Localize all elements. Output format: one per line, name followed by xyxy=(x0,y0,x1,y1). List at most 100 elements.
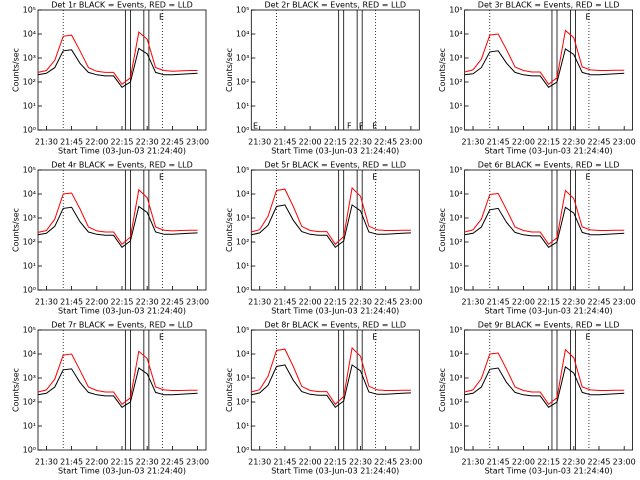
y-tick-label: 10³ xyxy=(449,214,462,223)
x-tick-label: 22:00 xyxy=(85,298,108,307)
series-line xyxy=(37,350,198,406)
y-tick-label: 10⁴ xyxy=(236,30,249,39)
y-tick-label: 10⁵ xyxy=(23,166,36,175)
y-axis-label: Counts/sec xyxy=(225,48,234,92)
x-tick-label: 21:30 xyxy=(248,138,271,147)
series-line xyxy=(37,205,198,249)
y-tick-label: 10⁴ xyxy=(449,350,462,359)
y-axis-label: Counts/sec xyxy=(12,48,21,92)
series-line xyxy=(464,29,625,86)
y-tick-label: 10⁰ xyxy=(23,446,36,455)
x-tick-label: 22:45 xyxy=(374,458,397,467)
y-tick-label: 10⁴ xyxy=(236,190,249,199)
y-tick-label: 10² xyxy=(23,238,36,247)
x-tick-label: 21:30 xyxy=(461,138,484,147)
x-tick-label: 22:45 xyxy=(161,138,184,147)
series-line xyxy=(37,188,198,246)
panel-title: Det 2r BLACK = Events, RED = LLD xyxy=(265,1,407,10)
x-tick-label: 21:45 xyxy=(60,298,83,307)
x-tick-label: 22:30 xyxy=(136,138,159,147)
panel-title: Det 5r BLACK = Events, RED = LLD xyxy=(265,161,407,170)
y-tick-label: 10⁰ xyxy=(236,446,249,455)
series-line xyxy=(464,189,625,246)
y-tick-label: 10² xyxy=(23,78,36,87)
y-axis-label: Counts/sec xyxy=(12,368,21,412)
y-tick-label: 10² xyxy=(449,238,462,247)
series-line xyxy=(37,47,198,88)
x-tick-label: 22:00 xyxy=(299,298,322,307)
y-axis-label: Counts/sec xyxy=(438,208,447,252)
y-tick-label: 10³ xyxy=(236,214,249,223)
x-tick-label: 22:30 xyxy=(349,138,372,147)
y-tick-label: 10² xyxy=(449,398,462,407)
annotation: E xyxy=(372,173,377,182)
y-tick-label: 10⁵ xyxy=(23,326,36,335)
y-tick-label: 10⁴ xyxy=(23,30,36,39)
x-tick-label: 23:00 xyxy=(186,298,209,307)
x-tick-label: 21:30 xyxy=(35,138,58,147)
series-line xyxy=(464,348,625,406)
x-tick-label: 22:00 xyxy=(512,458,535,467)
series-line xyxy=(251,364,411,409)
annotation: E xyxy=(372,333,377,342)
y-tick-label: 10⁵ xyxy=(449,166,462,175)
x-tick-label: 21:30 xyxy=(248,298,271,307)
x-tick-label: 21:30 xyxy=(248,458,271,467)
x-axis-label: Start Time (03-Jun-03 21:24:40) xyxy=(271,307,399,316)
y-tick-label: 10⁴ xyxy=(23,190,36,199)
x-tick-label: 22:15 xyxy=(324,458,347,467)
x-tick-label: 21:45 xyxy=(273,138,296,147)
x-tick-label: 21:30 xyxy=(35,298,58,307)
x-tick-label: 23:00 xyxy=(399,458,422,467)
series-line xyxy=(37,31,198,86)
x-tick-label: 22:30 xyxy=(136,458,159,467)
x-tick-label: 21:30 xyxy=(35,458,58,467)
y-tick-label: 10⁵ xyxy=(449,6,462,15)
annotation: E xyxy=(159,173,164,182)
x-tick-label: 22:30 xyxy=(562,138,585,147)
y-tick-label: 10³ xyxy=(23,54,36,63)
x-tick-label: 22:15 xyxy=(110,138,133,147)
y-axis-label: Counts/sec xyxy=(438,48,447,92)
y-axis-label: Counts/sec xyxy=(12,208,21,252)
x-tick-label: 22:30 xyxy=(562,298,585,307)
x-tick-label: 21:45 xyxy=(487,298,510,307)
x-tick-label: 23:00 xyxy=(186,138,209,147)
annotation: E xyxy=(372,121,377,130)
x-axis-label: Start Time (03-Jun-03 21:24:40) xyxy=(485,147,613,156)
x-tick-label: 23:00 xyxy=(186,458,209,467)
x-tick-label: 23:00 xyxy=(613,138,636,147)
x-tick-label: 21:30 xyxy=(461,298,484,307)
x-tick-label: 22:45 xyxy=(587,138,610,147)
annotation: E xyxy=(253,121,258,130)
x-axis-label: Start Time (03-Jun-03 21:24:40) xyxy=(58,467,186,476)
x-tick-label: 22:45 xyxy=(374,138,397,147)
x-tick-label: 22:45 xyxy=(587,298,610,307)
series-line xyxy=(251,186,411,246)
x-tick-label: 22:30 xyxy=(562,458,585,467)
panel-title: Det 9r BLACK = Events, RED = LLD xyxy=(478,321,620,330)
annotation: E xyxy=(586,173,591,182)
y-tick-label: 10⁵ xyxy=(236,166,249,175)
y-axis-label: Counts/sec xyxy=(438,368,447,412)
x-tick-label: 22:15 xyxy=(537,298,560,307)
y-tick-label: 10² xyxy=(236,238,249,247)
x-tick-label: 22:45 xyxy=(161,298,184,307)
y-tick-label: 10⁴ xyxy=(449,190,462,199)
x-tick-label: 22:15 xyxy=(537,458,560,467)
x-tick-label: 23:00 xyxy=(399,298,422,307)
x-tick-label: 23:00 xyxy=(613,458,636,467)
x-tick-label: 21:30 xyxy=(461,458,484,467)
x-axis-label: Start Time (03-Jun-03 21:24:40) xyxy=(485,307,613,316)
y-tick-label: 10¹ xyxy=(236,102,249,111)
annotation: F xyxy=(347,121,352,130)
y-tick-label: 10⁵ xyxy=(236,326,249,335)
x-axis-label: Start Time (03-Jun-03 21:24:40) xyxy=(485,467,613,476)
x-tick-label: 22:15 xyxy=(537,138,560,147)
x-tick-label: 22:15 xyxy=(110,458,133,467)
x-tick-label: 21:45 xyxy=(60,458,83,467)
series-line xyxy=(37,367,198,408)
x-tick-label: 22:00 xyxy=(85,138,108,147)
x-tick-label: 21:45 xyxy=(273,458,296,467)
y-tick-label: 10² xyxy=(236,398,249,407)
